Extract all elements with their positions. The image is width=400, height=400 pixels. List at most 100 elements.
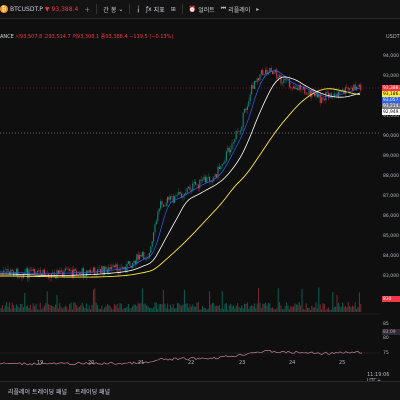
volume-bar [147,306,149,312]
volume-bar [249,306,251,312]
indicators-label: 지표 [153,6,165,14]
indicators-button[interactable]: ƒx 지표 [146,5,165,14]
volume-bar [43,305,45,312]
templates-icon[interactable]: ⊞ [170,5,176,13]
candle-body [122,267,124,270]
volume-bar [25,306,27,312]
volume-bar [197,302,199,312]
tab-trading-panel[interactable]: 트레이딩 패널 [75,388,111,396]
volume-bar [279,302,281,312]
candle-body [318,94,320,98]
candle-body [277,77,279,79]
replay-button[interactable]: ⏮ 리플레이 [221,5,251,14]
volume-bar [83,306,85,312]
volume-bar [255,308,257,312]
candle-body [78,272,80,275]
bar-type-icon[interactable]: ╽ [136,5,140,13]
candle-body [204,176,206,183]
candle-body [213,176,215,182]
candle-body [186,188,188,193]
volume-bar [7,306,9,312]
moving-average-fast [0,76,361,277]
candle-body [129,261,131,266]
candle-body [294,86,296,90]
volume-bar [290,306,292,312]
volume-bar [141,288,143,312]
volume-bar [160,303,162,312]
volume-bar [161,304,163,312]
candle-body [111,266,113,270]
candle-body [360,84,362,91]
volume-bar [315,302,317,312]
volume-bar [214,305,216,312]
candle-body [123,266,125,270]
volume-bar [174,308,176,312]
time-axis-label: 22 [188,360,195,366]
candle-body [344,87,346,94]
volume-bar [85,303,87,312]
volume-bar [3,309,5,312]
volume-bar [344,305,346,312]
volume-bar [337,302,339,312]
candle-body [42,269,44,276]
volume-bar [22,307,24,312]
oscillator-line [0,349,363,366]
candle-body [235,131,237,140]
price-axis[interactable] [380,28,400,380]
price-tag: 93,214.5 [382,103,400,109]
price-chart[interactable] [0,28,380,380]
interval-selector[interactable]: 간 봉 ⌄ [103,5,123,14]
volume-bar [56,294,58,312]
volume-bar [178,303,180,312]
more-icon[interactable]: ▸ [256,5,260,13]
candle-body [300,84,302,90]
candle-body [153,232,155,242]
candle-body [116,264,118,272]
candle-body [137,254,139,260]
candle-body [245,108,247,110]
volume-bar [237,302,239,312]
volume-bar [196,302,198,312]
candle-body [270,67,272,72]
candle-body [81,268,83,275]
volume-bar [346,307,348,312]
volume-bar [193,306,195,312]
volume-bar [14,308,16,312]
volume-bar [293,306,295,312]
candle-body [35,272,37,274]
volume-bar [97,304,99,312]
volume-bar [46,291,48,312]
volume-bar [78,306,80,312]
candle-body [312,89,314,92]
volume-bar [73,302,75,312]
volume-bar [305,303,307,312]
volume-bar [144,303,146,312]
divider [181,4,183,14]
add-symbol-icon[interactable]: ＋ [84,6,91,14]
candle-body [272,71,274,75]
volume-bar [295,304,297,312]
volume-bar [192,304,194,312]
candle-body [169,196,171,200]
candle-body [337,91,339,98]
candle-body [64,268,66,271]
candle-body [71,270,73,278]
candle-body [162,204,164,207]
volume-bar [329,309,331,312]
volume-bar [66,306,68,312]
symbol-selector[interactable]: ₿ BTCUSDT.P ▼ 93,388.4 [0,5,78,13]
candle-body [62,272,64,278]
tab-replay-trading[interactable]: 리플레이 트레이딩 패널 [8,388,68,396]
volume-bar [225,302,227,312]
volume-bar [297,304,299,312]
alert-button[interactable]: ⏰ 얼러트 [189,5,215,14]
candle-body [253,80,255,89]
candle-body [133,260,135,264]
volume-bar [322,303,324,312]
candle-body [134,260,136,265]
volume-bar [80,305,82,312]
candle-body [333,93,335,97]
time-axis-label: 25 [339,360,346,366]
volume-bar [165,308,167,312]
volume-bar [101,305,103,312]
